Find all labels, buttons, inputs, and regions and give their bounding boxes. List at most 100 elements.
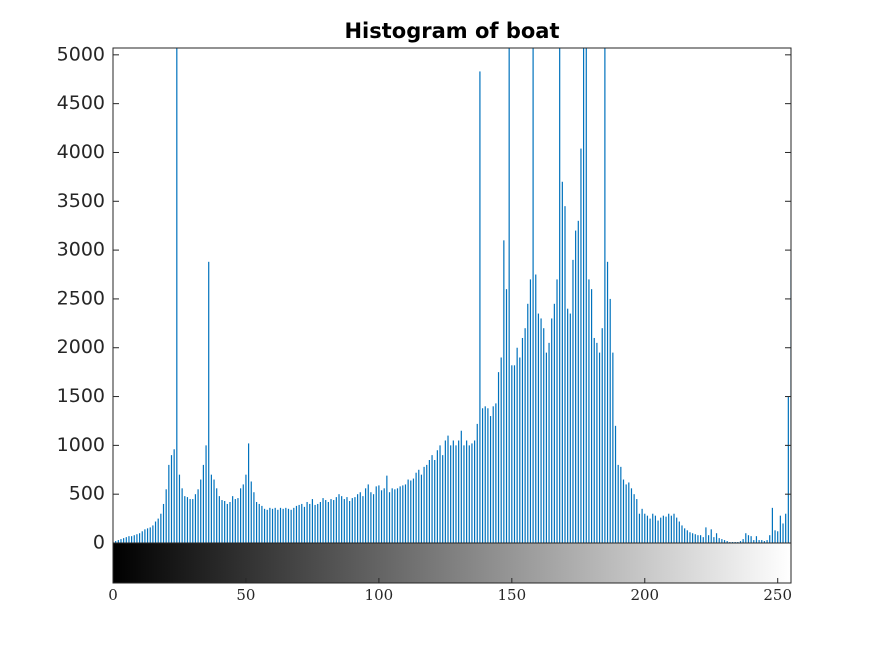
bar xyxy=(622,479,625,543)
bar xyxy=(481,408,484,543)
bar xyxy=(410,480,412,543)
bar xyxy=(138,533,141,543)
bar xyxy=(484,406,486,543)
bar xyxy=(301,503,303,543)
bar xyxy=(537,313,540,543)
bar xyxy=(758,540,760,543)
bar xyxy=(750,536,752,543)
bar xyxy=(476,423,478,543)
bar xyxy=(604,48,606,543)
bar xyxy=(689,532,691,543)
bar xyxy=(295,505,298,543)
bar xyxy=(404,484,407,543)
bar xyxy=(721,539,723,543)
bar xyxy=(529,279,532,543)
bar xyxy=(585,48,587,543)
bar xyxy=(774,530,776,543)
bar xyxy=(636,499,638,543)
bar xyxy=(505,289,508,543)
bar xyxy=(338,494,340,543)
bar xyxy=(202,464,204,543)
bar xyxy=(279,507,282,543)
bar xyxy=(349,501,351,543)
bar xyxy=(234,499,236,543)
bar xyxy=(415,472,417,543)
bar xyxy=(128,536,130,543)
bar xyxy=(654,515,656,543)
bar xyxy=(266,509,268,543)
bar xyxy=(274,507,276,543)
bar xyxy=(144,529,146,543)
bar xyxy=(458,440,460,543)
bar xyxy=(747,535,750,543)
bar xyxy=(160,513,162,543)
bar xyxy=(620,466,622,543)
chart-title: Histogram of boat xyxy=(344,19,559,43)
bar xyxy=(394,489,396,543)
bar xyxy=(707,535,710,543)
bar xyxy=(742,539,744,543)
bar xyxy=(543,328,545,543)
bar xyxy=(346,497,348,543)
x-tick-label: 0 xyxy=(108,586,118,604)
bar xyxy=(500,357,502,543)
bar xyxy=(452,440,454,543)
bar xyxy=(184,496,186,543)
bar xyxy=(503,240,505,543)
bar xyxy=(638,513,641,543)
bar xyxy=(497,372,500,543)
bar xyxy=(535,274,537,543)
bar xyxy=(115,541,117,543)
bar xyxy=(253,492,255,543)
bar xyxy=(777,531,779,543)
y-tick-label: 1500 xyxy=(57,385,105,407)
bar xyxy=(298,504,300,543)
bar xyxy=(391,488,393,543)
bar xyxy=(460,430,462,543)
bar xyxy=(434,460,436,543)
bar xyxy=(317,503,319,543)
bar xyxy=(372,494,375,543)
bar xyxy=(466,440,468,543)
bar xyxy=(165,489,167,543)
bar xyxy=(399,486,401,543)
bar xyxy=(309,503,311,543)
bar xyxy=(450,445,452,543)
bar xyxy=(226,503,228,543)
bar xyxy=(625,484,627,543)
bar xyxy=(330,499,332,543)
bar xyxy=(418,469,420,543)
bar xyxy=(383,488,385,543)
bar xyxy=(779,515,781,543)
bar xyxy=(245,474,247,543)
bar xyxy=(362,496,364,543)
bar xyxy=(524,328,526,543)
bar xyxy=(670,515,672,543)
bar xyxy=(684,528,686,543)
bar xyxy=(152,525,154,543)
bar xyxy=(213,479,215,543)
y-tick-label: 4500 xyxy=(57,92,105,114)
x-tick-label: 50 xyxy=(236,586,255,604)
bar xyxy=(710,529,712,543)
bar xyxy=(248,443,250,543)
bar xyxy=(665,516,667,543)
bar xyxy=(527,303,529,543)
bar xyxy=(293,507,295,543)
bar xyxy=(745,533,747,543)
bar xyxy=(519,357,521,543)
bar xyxy=(694,534,696,543)
bar xyxy=(357,494,359,543)
bar xyxy=(769,535,771,543)
bar xyxy=(428,460,430,543)
bar xyxy=(375,486,377,543)
bar xyxy=(545,352,547,543)
bar xyxy=(513,365,516,543)
bar xyxy=(364,488,367,543)
bar xyxy=(487,408,489,543)
bar xyxy=(532,48,534,543)
bar xyxy=(216,488,218,543)
y-tick-label: 4000 xyxy=(57,141,105,163)
bar xyxy=(495,403,497,543)
bar xyxy=(194,494,197,543)
